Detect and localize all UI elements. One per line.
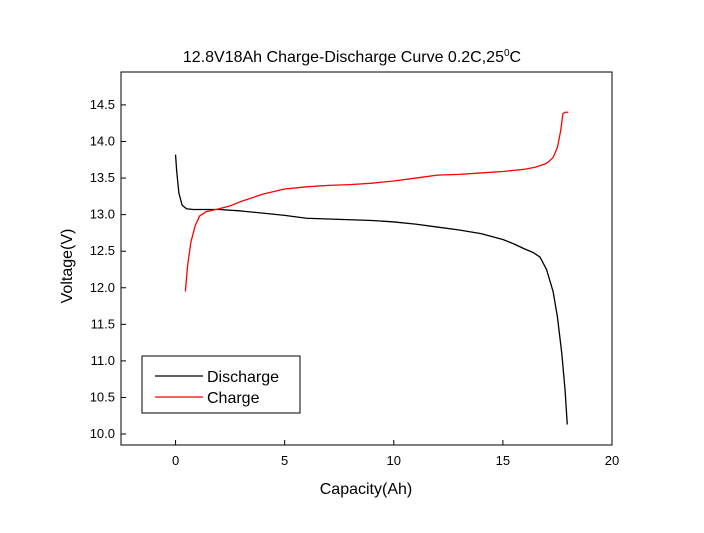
legend-label-discharge: Discharge xyxy=(207,369,279,386)
x-tick-label: 10 xyxy=(387,453,401,468)
y-tick-label: 11.0 xyxy=(91,353,115,368)
chart-title-main: 12.8V18Ah Charge-Discharge Curve 0.2C,25 xyxy=(183,49,504,66)
y-tick-label: 12.5 xyxy=(90,243,115,258)
y-tick-label: 13.5 xyxy=(90,170,115,185)
legend: Discharge Charge xyxy=(141,355,301,414)
series-line-discharge xyxy=(174,154,568,425)
chart-title: 12.8V18Ah Charge-Discharge Curve 0.2C,25… xyxy=(183,48,521,66)
x-axis-ticks: 0 5 10 15 20 xyxy=(172,440,619,468)
plot-frame xyxy=(120,71,613,446)
y-tick-label: 14.5 xyxy=(90,97,115,112)
x-tick-label: 5 xyxy=(281,453,288,468)
legend-label-charge: Charge xyxy=(207,390,260,407)
y-axis-title: Voltage(V) xyxy=(59,229,76,304)
series-line-charge xyxy=(184,111,569,292)
y-tick-label: 13.0 xyxy=(90,207,115,222)
x-tick-label: 0 xyxy=(172,453,179,468)
y-tick-label: 12.0 xyxy=(90,280,115,295)
y-axis-ticks: 10.0 10.5 11.0 11.5 12.0 12.5 13.0 13.5 14.0 14.5 xyxy=(90,97,126,441)
y-tick-label: 10.5 xyxy=(90,389,115,404)
x-tick-label: 15 xyxy=(496,453,510,468)
series-layer xyxy=(174,111,569,425)
chart-title-superscript: 0 xyxy=(504,48,510,59)
y-tick-label: 10.0 xyxy=(90,426,115,441)
y-tick-label: 14.0 xyxy=(90,133,115,148)
x-tick-label: 20 xyxy=(605,453,619,468)
y-tick-label: 11.5 xyxy=(91,316,115,331)
legend-box xyxy=(141,355,301,414)
chart-title-suffix: C xyxy=(510,49,522,66)
x-axis-title: Capacity(Ah) xyxy=(320,481,412,498)
